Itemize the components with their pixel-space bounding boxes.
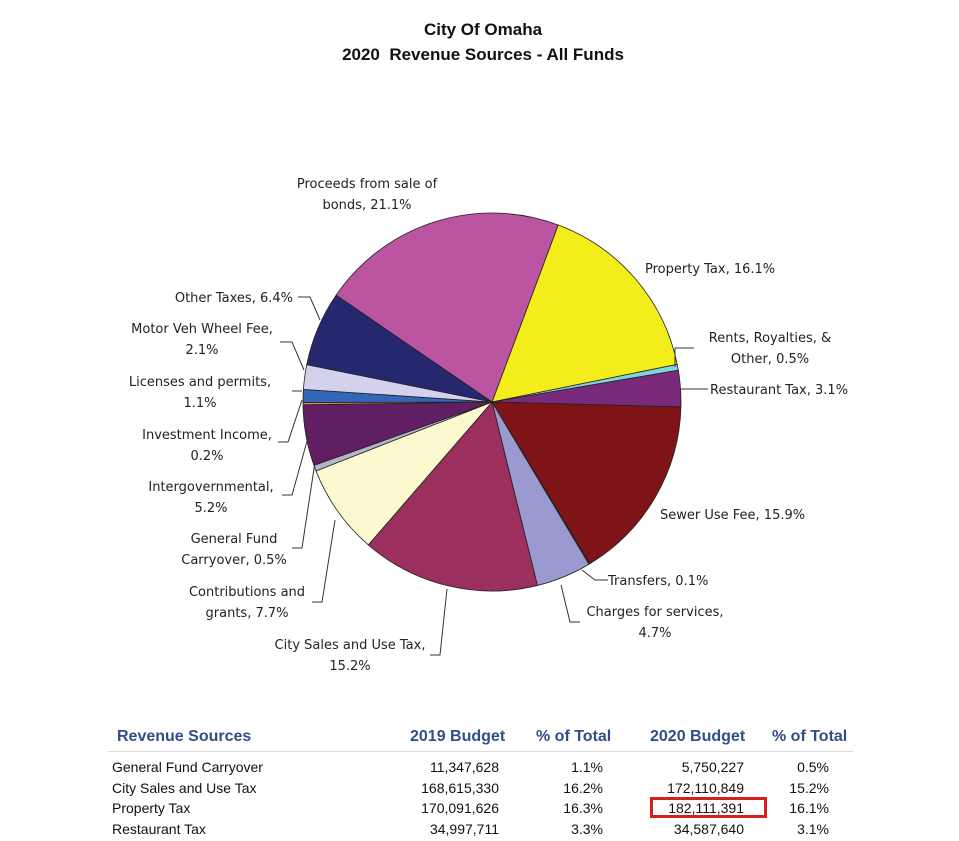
pie-slice-14 xyxy=(335,212,559,403)
header-pct-total-2019: % of Total xyxy=(536,728,612,745)
table-cell: 182,111,391 xyxy=(668,800,744,816)
leader-line-8 xyxy=(278,399,303,443)
leader-line-11 xyxy=(298,296,321,321)
table-cell: 168,615,330 xyxy=(421,779,499,796)
table-cell: 3.1% xyxy=(797,820,829,837)
slice-label-0: Proceeds from sale of bonds, 21.1% xyxy=(297,177,438,213)
slice-label-5: Transfers, 0.1% xyxy=(607,574,708,589)
chart-subtitle: 2020 Revenue Sources - All Funds xyxy=(342,45,624,64)
pie-slice-0 xyxy=(491,224,678,403)
table-row: Property Tax 170,091,626 16.3% 182,111,391 1… xyxy=(0,800,959,820)
pie-slice-3 xyxy=(491,401,682,565)
leader-line-2 xyxy=(581,569,608,581)
header-2019-budget: 2019 Budget xyxy=(410,728,506,745)
table-cell: 34,997,711 xyxy=(429,820,499,837)
leader-line-5 xyxy=(312,519,336,603)
slice-label-1: Property Tax, 16.1% xyxy=(645,262,775,277)
table-cell: 16.2% xyxy=(563,779,603,796)
leader-line-10 xyxy=(280,341,305,371)
slice-label-12: Licenses and permits, 1.1% xyxy=(129,375,271,411)
table-cell: 11,347,628 xyxy=(429,759,499,775)
pie-slice-6 xyxy=(367,401,538,592)
leader-line-3 xyxy=(560,584,580,623)
leader-line-6 xyxy=(292,461,316,549)
slice-label-10: Intergovernmental, 5.2% xyxy=(148,480,273,516)
table-cell: 170,091,626 xyxy=(421,800,499,816)
table-cell: Restaurant Tax xyxy=(112,820,206,837)
table-cell: 34,587,640 xyxy=(673,820,744,837)
slice-label-9: General Fund Carryover, 0.5% xyxy=(181,532,286,568)
chart-title-block: City Of Omaha 2020 Revenue Sources - All… xyxy=(0,17,959,67)
slice-label-7: City Sales and Use Tax, 15.2% xyxy=(275,638,426,674)
table-row: Restaurant Tax 34,997,711 3.3% 34,587,640 3.… xyxy=(0,821,959,841)
table-cell: 16.3% xyxy=(563,800,603,816)
pie-chart: Proceeds from sale of bonds, 21.1% Propert… xyxy=(129,177,848,674)
chart-title: City Of Omaha xyxy=(423,20,543,39)
slice-label-4: Sewer Use Fee, 15.9% xyxy=(660,508,805,523)
slice-label-3: Restaurant Tax, 3.1% xyxy=(710,383,848,398)
table-cell: 0.5% xyxy=(797,759,829,775)
table-cell: 5,750,227 xyxy=(681,759,744,775)
leader-line-4 xyxy=(430,588,448,656)
highlight-box xyxy=(650,797,767,818)
slice-label-11: Investment Income, 0.2% xyxy=(142,428,272,464)
slice-label-14: Other Taxes, 6.4% xyxy=(175,291,293,306)
table-cell: City Sales and Use Tax xyxy=(112,779,257,796)
table-cell: 16.1% xyxy=(789,800,829,816)
slice-label-2: Rents, Royalties, & Other, 0.5% xyxy=(709,331,831,367)
header-divider xyxy=(108,751,853,752)
slice-label-13: Motor Veh Wheel Fee, 2.1% xyxy=(131,322,273,358)
table-cell: Property Tax xyxy=(112,800,191,816)
leader-line-7 xyxy=(282,433,310,496)
table-row: City Sales and Use Tax 168,615,330 16.2% 17… xyxy=(0,780,959,800)
table-cell: 172,110,849 xyxy=(667,779,744,796)
header-pct-total-2020: % of Total xyxy=(772,728,848,745)
table-row: General Fund Carryover 11,347,628 1.1% 5,75… xyxy=(0,759,959,779)
table-cell: 1.1% xyxy=(571,759,603,775)
table-cell: 15.2% xyxy=(789,779,829,796)
table-cell: 3.3% xyxy=(571,820,603,837)
slice-label-6: Charges for services, 4.7% xyxy=(586,605,723,641)
slice-label-8: Contributions and grants, 7.7% xyxy=(189,585,305,621)
table-cell: General Fund Carryover xyxy=(112,759,263,775)
header-2020-budget: 2020 Budget xyxy=(650,728,746,745)
leader-line-0 xyxy=(674,347,694,367)
header-revenue-sources: Revenue Sources xyxy=(117,728,252,745)
